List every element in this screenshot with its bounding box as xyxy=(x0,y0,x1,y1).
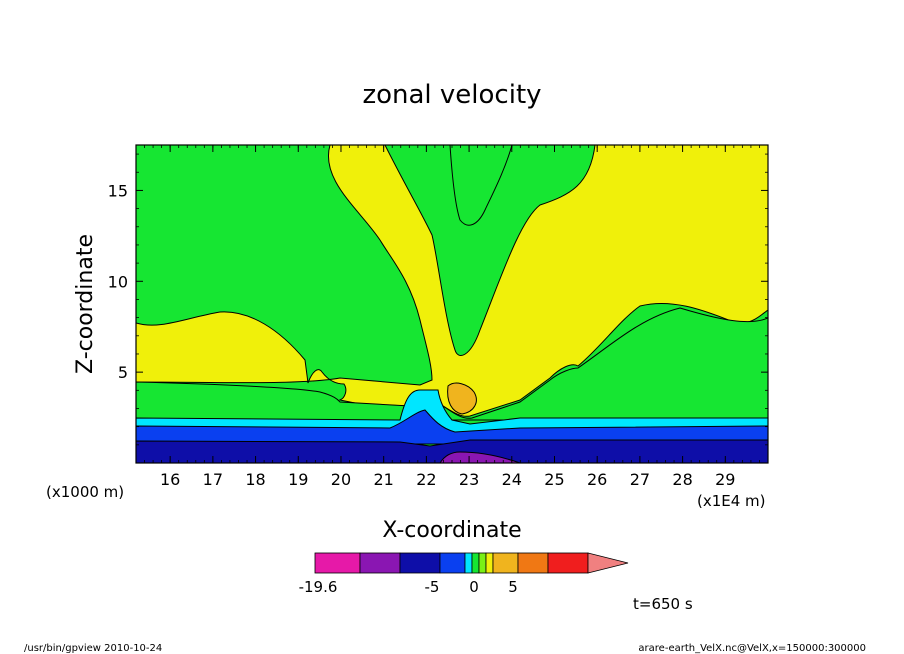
footer-right: arare-earth_VelX.nc@VelX,x=150000:300000 xyxy=(638,643,866,654)
colorbar-segment xyxy=(517,552,549,574)
x-axis: 16 17 18 19 20 21 22 23 24 25 26 27 28 29 xyxy=(135,145,769,489)
colorbar-label: 5 xyxy=(508,578,518,596)
footer-left: /usr/bin/gpview 2010-10-24 xyxy=(24,643,162,654)
colorbar-label: -19.6 xyxy=(299,578,338,596)
colorbar-label: 0 xyxy=(469,578,479,596)
x-axis-label: X-coordinate xyxy=(382,518,521,543)
contour-green-low xyxy=(136,307,768,421)
colorbar xyxy=(314,552,629,574)
x-unit-left: (x1000 m) xyxy=(46,483,124,501)
x-tick-label: 21 xyxy=(373,470,393,489)
colorbar-segment xyxy=(439,552,466,574)
x-tick-label: 18 xyxy=(245,470,265,489)
colorbar-segment xyxy=(547,552,589,574)
x-tick-label: 27 xyxy=(630,470,650,489)
contour-blue xyxy=(136,409,768,445)
colorbar-label: -5 xyxy=(425,578,440,596)
x-tick-label: 28 xyxy=(672,470,692,489)
x-tick-label: 22 xyxy=(416,470,436,489)
colorbar-segment xyxy=(485,552,494,574)
x-tick-label: 20 xyxy=(331,470,351,489)
colorbar-segment xyxy=(464,552,473,574)
colorbar-segment xyxy=(399,552,441,574)
contour-cyan xyxy=(136,389,768,437)
y-tick-label: 15 xyxy=(108,181,128,200)
colorbar-segment xyxy=(359,552,401,574)
colorbar-segment xyxy=(478,552,487,574)
colorbar-extension xyxy=(587,552,629,574)
colorbar-segment xyxy=(314,552,361,574)
x-unit-right: (x1E4 m) xyxy=(697,492,766,510)
colorbar-segment xyxy=(492,552,519,574)
contour-purple xyxy=(439,451,521,463)
y-tick-label: 10 xyxy=(108,272,128,291)
x-tick-label: 16 xyxy=(160,470,180,489)
x-tick-label: 19 xyxy=(288,470,308,489)
x-tick-label: 25 xyxy=(544,470,564,489)
colorbar-labels: -19.6 -5 0 5 xyxy=(299,578,518,596)
time-label: t=650 s xyxy=(633,595,693,613)
y-tick-label: 5 xyxy=(118,363,128,382)
colorbar-segment xyxy=(471,552,480,574)
contour-green-top xyxy=(449,145,513,226)
y-axis-label: Z-coordinate xyxy=(73,234,98,374)
contour-darkblue xyxy=(136,439,768,463)
x-tick-label: 26 xyxy=(587,470,607,489)
contour-orange xyxy=(447,382,477,415)
chart-title: zonal velocity xyxy=(362,80,541,110)
contour-field xyxy=(135,144,769,464)
x-tick-label: 29 xyxy=(715,470,735,489)
x-tick-label: 24 xyxy=(502,470,522,489)
x-tick-label: 23 xyxy=(459,470,479,489)
y-axis: 5 10 15 xyxy=(108,153,768,446)
x-tick-label: 17 xyxy=(203,470,223,489)
